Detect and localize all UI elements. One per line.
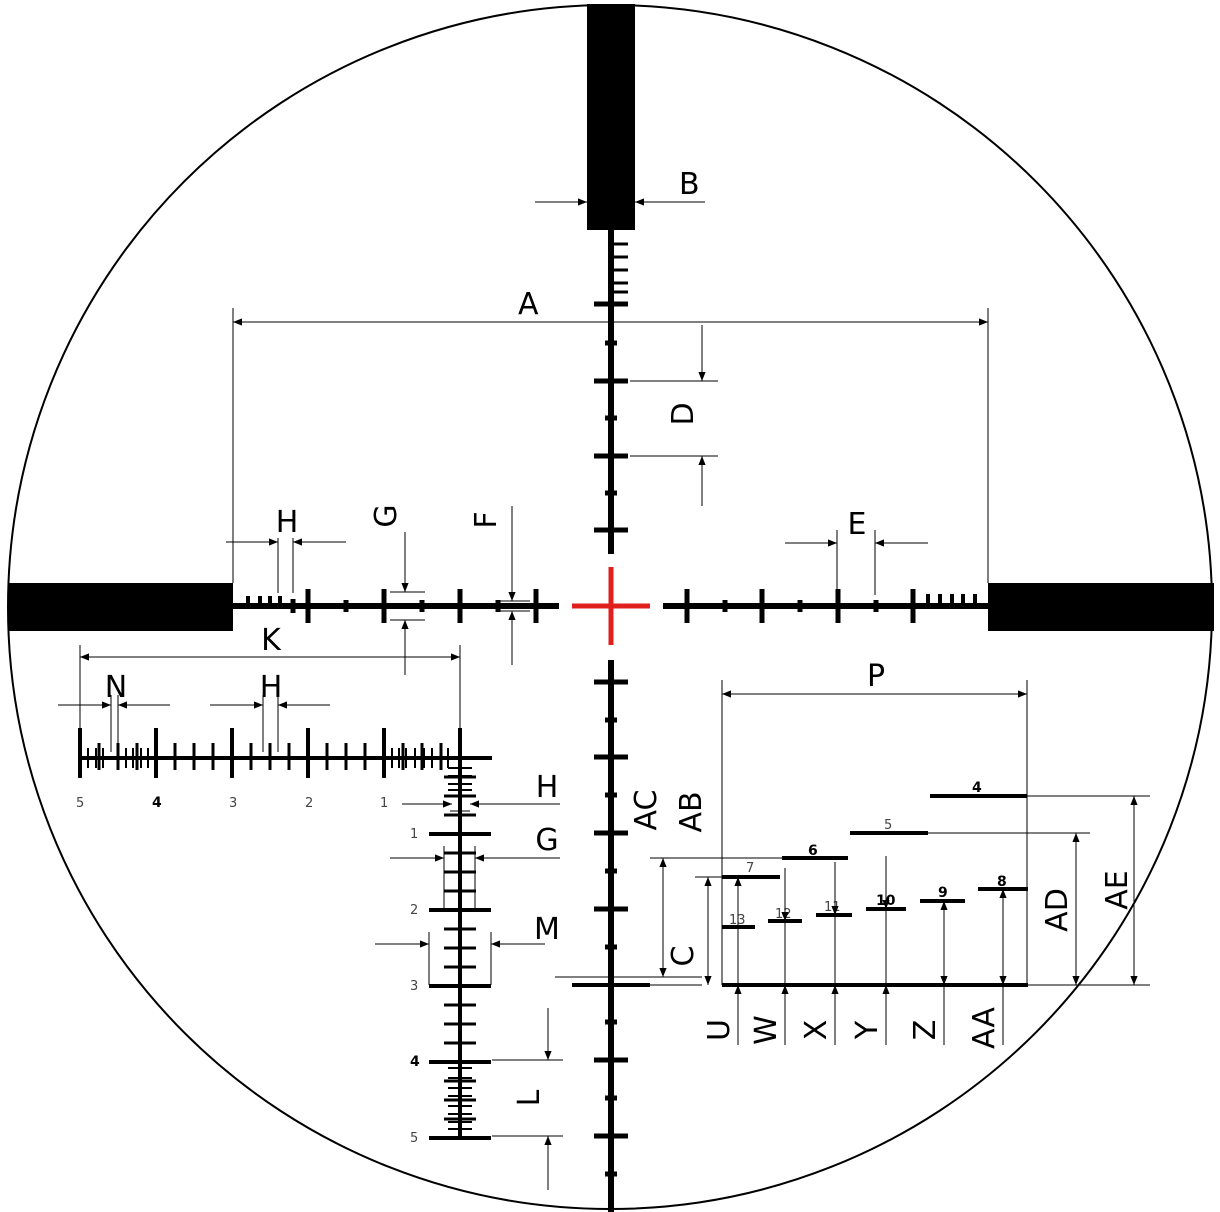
label-AB: AB [674, 791, 709, 832]
label-X: X [799, 1020, 834, 1041]
vscale-number-3: 3 [410, 979, 418, 994]
left-post [8, 583, 233, 631]
label-F: F [469, 511, 504, 528]
crosshair-lines [233, 230, 988, 1212]
thick-posts [8, 4, 1214, 631]
label-Z: Z [908, 1020, 943, 1041]
hscale-number-2: 2 [305, 796, 313, 811]
holdover-number-6: 6 [808, 843, 818, 859]
label-N: N [105, 670, 127, 705]
vscale-number-2: 2 [410, 903, 418, 918]
dimension-labels: A B H E K N H H G M P G F D C AC AB L U … [105, 167, 1135, 1106]
vscale-number-1: 1 [410, 827, 418, 842]
holdover-number-9: 9 [938, 885, 948, 901]
label-AC: AC [629, 790, 664, 831]
holdover-numbers: 4 5 6 7 8 9 10 11 12 13 [729, 780, 1007, 928]
label-G-vscale: G [535, 823, 558, 858]
vscale-number-5: 5 [410, 1131, 418, 1146]
label-H-top: H [276, 505, 299, 540]
label-H-vscale: H [536, 770, 559, 805]
label-A: A [518, 287, 539, 322]
holdover-number-5: 5 [884, 818, 892, 833]
label-L: L [512, 1089, 547, 1106]
label-E: E [848, 507, 867, 542]
label-AE: AE [1100, 870, 1135, 909]
label-Y: Y [850, 1020, 885, 1040]
right-post [988, 583, 1214, 631]
hscale-number-5: 5 [76, 796, 84, 811]
label-C: C [666, 946, 701, 967]
label-G-top: G [369, 504, 404, 527]
hscale-number-3: 3 [229, 796, 237, 811]
label-U: U [702, 1019, 737, 1041]
dimension-lines [58, 198, 1150, 1190]
horizontal-ranging-scale [78, 728, 492, 778]
vertical-scale-numbers: 1 2 3 4 5 [410, 827, 420, 1146]
vscale-number-4: 4 [410, 1054, 420, 1070]
holdover-number-12: 12 [775, 907, 792, 922]
label-P: P [867, 659, 885, 694]
holdover-number-4: 4 [972, 780, 982, 796]
label-W: W [749, 1015, 784, 1045]
label-D: D [666, 402, 701, 425]
hscale-number-1: 1 [380, 796, 388, 811]
holdover-number-8: 8 [997, 874, 1007, 890]
horizontal-ticks [246, 589, 977, 623]
vertical-ranging-scale [429, 756, 491, 1140]
holdover-number-11: 11 [824, 900, 841, 915]
label-K: K [261, 623, 282, 658]
label-AA: AA [967, 1007, 1002, 1049]
center-cross [572, 567, 650, 645]
holdover-number-13: 13 [729, 913, 746, 928]
vertical-ticks [594, 242, 628, 1177]
hscale-number-4: 4 [152, 795, 162, 811]
horizontal-scale-numbers: 5 4 3 2 1 [76, 795, 388, 811]
label-B: B [679, 167, 700, 202]
label-H-scale: H [260, 670, 283, 705]
holdover-number-7: 7 [746, 861, 754, 876]
label-M: M [534, 912, 560, 947]
label-AD: AD [1040, 888, 1075, 932]
top-post [587, 4, 635, 230]
